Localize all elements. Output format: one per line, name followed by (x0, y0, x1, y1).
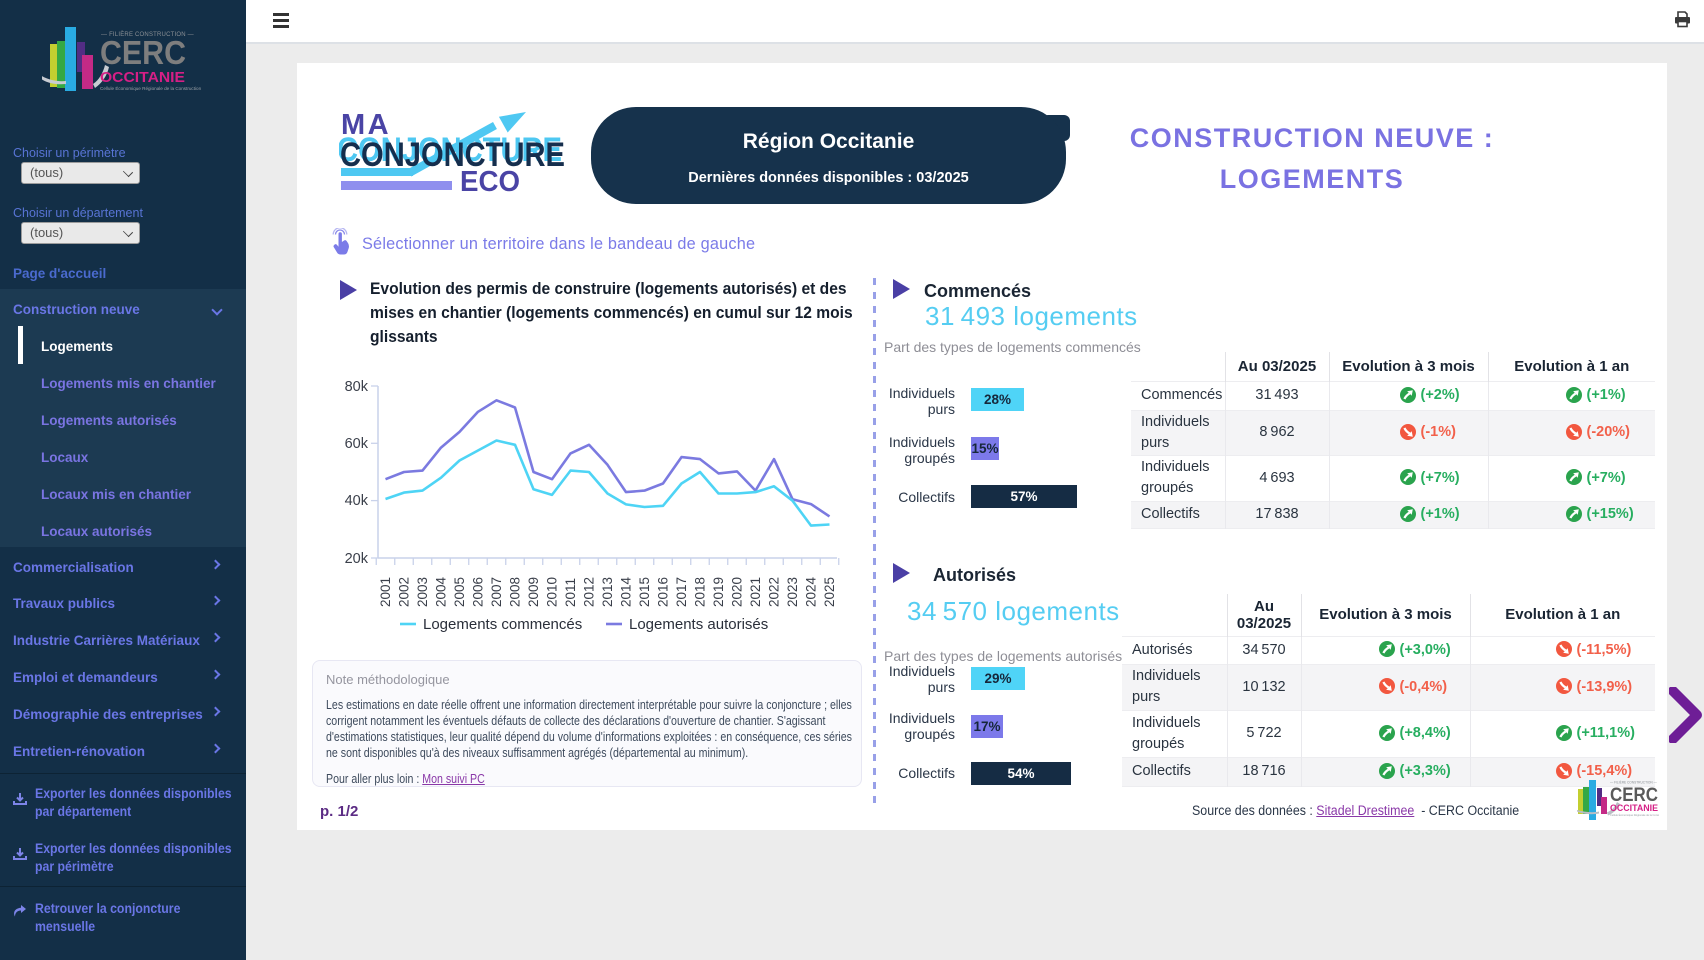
svg-text:2015: 2015 (637, 577, 652, 607)
svg-text:2017: 2017 (674, 577, 689, 607)
svg-text:2003: 2003 (415, 577, 430, 607)
svg-text:2006: 2006 (471, 577, 486, 607)
svg-text:Logements commencés: Logements commencés (423, 616, 582, 633)
svg-text:40k: 40k (345, 493, 369, 509)
svg-text:2021: 2021 (748, 577, 763, 607)
svg-text:2010: 2010 (545, 577, 560, 607)
svg-text:CERC: CERC (1610, 785, 1658, 806)
svg-text:2023: 2023 (785, 577, 800, 607)
svg-text:2002: 2002 (397, 577, 412, 607)
svg-text:2014: 2014 (619, 576, 634, 607)
svg-text:— FILIÈRE CONSTRUCTION —: — FILIÈRE CONSTRUCTION — (1610, 779, 1658, 784)
svg-text:CERC: CERC (100, 34, 186, 71)
svg-text:2011: 2011 (563, 578, 578, 607)
svg-text:2018: 2018 (693, 577, 708, 607)
svg-text:2013: 2013 (600, 577, 615, 607)
svg-text:2012: 2012 (582, 577, 597, 607)
svg-text:Logements autorisés: Logements autorisés (629, 616, 768, 633)
svg-text:CONJONCTURE: CONJONCTURE (339, 131, 562, 169)
svg-text:60k: 60k (345, 436, 369, 452)
svg-text:OCCITANIE: OCCITANIE (100, 70, 185, 86)
svg-text:2009: 2009 (526, 577, 541, 607)
svg-text:2001: 2001 (378, 577, 393, 607)
svg-text:20k: 20k (345, 551, 369, 567)
svg-text:2016: 2016 (656, 577, 671, 607)
svg-text:2008: 2008 (508, 577, 523, 607)
svg-text:ECO: ECO (460, 166, 520, 198)
svg-text:Cellule Économique Régionale d: Cellule Économique Régionale de la Const… (100, 85, 202, 91)
svg-text:OCCITANIE: OCCITANIE (1610, 803, 1659, 814)
svg-text:2020: 2020 (730, 577, 745, 607)
svg-text:MA: MA (341, 109, 391, 141)
svg-text:2005: 2005 (452, 577, 467, 607)
svg-text:2025: 2025 (822, 577, 837, 607)
svg-text:2019: 2019 (711, 577, 726, 607)
svg-text:2007: 2007 (489, 577, 504, 607)
svg-text:Cellule Économique Régionale d: Cellule Économique Régionale de la Const… (1610, 812, 1659, 817)
svg-text:2004: 2004 (434, 576, 449, 607)
svg-text:— FILIÈRE CONSTRUCTION —: — FILIÈRE CONSTRUCTION — (101, 31, 194, 38)
svg-text:80k: 80k (345, 379, 369, 395)
svg-text:2024: 2024 (804, 576, 819, 607)
svg-text:CONJONCTURE: CONJONCTURE (340, 136, 565, 174)
svg-text:2022: 2022 (767, 577, 782, 607)
